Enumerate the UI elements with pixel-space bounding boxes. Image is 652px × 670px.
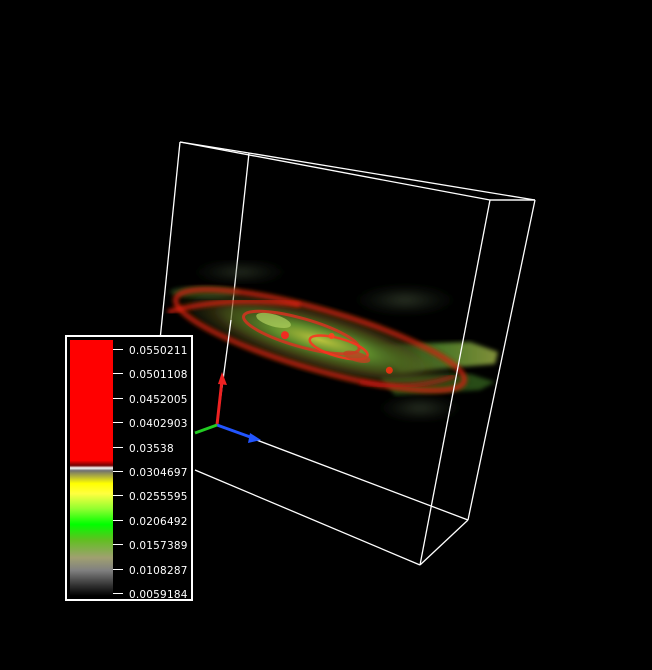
bounding-box-front [159, 141, 536, 566]
colorbar-tick-label: 0.0304697 [129, 467, 188, 479]
colorbar-tick-label: 0.0206492 [129, 515, 188, 528]
colorbar-tick [113, 544, 123, 546]
orientation-axes [194, 372, 261, 443]
colorbar-tick-label: 0.0255595 [129, 491, 188, 504]
colorbar-tick [113, 593, 123, 594]
colorbar-tick [113, 519, 123, 521]
colorbar-tick-label: 0.0108287 [129, 564, 188, 577]
colorbar-tick [113, 422, 123, 424]
colorbar-tick-label: 0.0402903 [129, 418, 188, 431]
colorbar-tick [113, 568, 123, 570]
colorbar-tick [113, 495, 123, 497]
colorbar-tick-label: 0.0452005 [129, 393, 188, 406]
colorbar-tick [113, 373, 123, 375]
colorbar-tick-label: 0.0501108 [129, 369, 188, 382]
colorbar-tick [113, 349, 123, 350]
colorbar-tick [113, 471, 123, 472]
colorbar-tick [113, 446, 123, 448]
colorbar-tick-label: 0.0550211 [129, 345, 188, 357]
colorbar-tick-label: 0.03538 [129, 442, 174, 455]
colorbar-gradient [70, 340, 113, 596]
colorbar-tick-label: 0.0157389 [129, 540, 188, 553]
colorbar-tick-label: 0.0059184 [129, 589, 188, 601]
volume-field [165, 262, 498, 420]
color-legend: 0.0550211 0.0501108 0.0452005 0.0402903 0.03… [65, 335, 193, 601]
colorbar-tick [113, 397, 123, 399]
